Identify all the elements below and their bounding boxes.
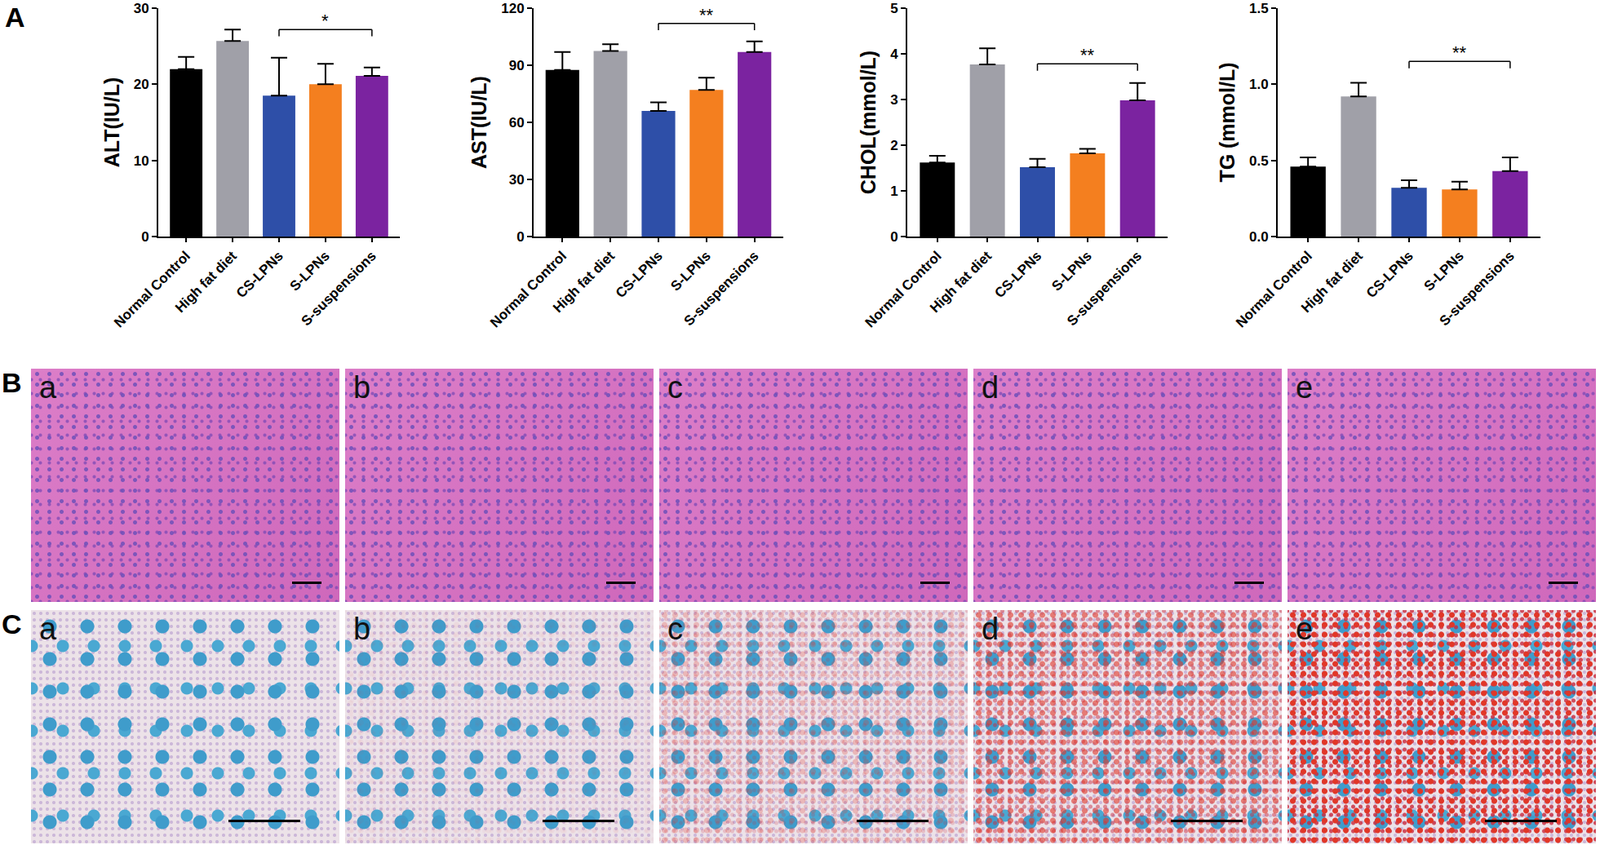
svg-text:0: 0 (141, 229, 149, 245)
svg-text:AST(IU/L): AST(IU/L) (467, 75, 491, 169)
svg-text:4: 4 (890, 46, 899, 63)
svg-text:30: 30 (133, 0, 150, 17)
svg-text:Normal Control: Normal Control (487, 248, 570, 331)
svg-text:**: ** (1452, 42, 1468, 63)
svg-text:5: 5 (890, 0, 898, 17)
html-text:a: a (39, 611, 57, 647)
svg-text:Normal Control: Normal Control (1232, 248, 1316, 331)
svg-text:ALT(IU/L): ALT(IU/L) (100, 77, 124, 169)
svg-text:20: 20 (133, 76, 150, 93)
svg-text:S-LPNs: S-LPNs (1421, 248, 1468, 294)
svg-text:S-suspensions: S-suspensions (1436, 248, 1518, 329)
html-text:d: d (981, 370, 999, 405)
html-text:a: a (39, 370, 57, 405)
svg-text:90: 90 (509, 57, 525, 74)
svg-text:1.5: 1.5 (1249, 0, 1269, 17)
svg-text:2: 2 (890, 137, 898, 154)
html-text:c: c (667, 611, 683, 647)
html-text:C: C (1, 608, 22, 640)
svg-text:0.0: 0.0 (1249, 229, 1269, 245)
svg-text:High fat diet: High fat diet (172, 248, 240, 316)
html-text:B: B (1, 367, 22, 399)
svg-text:0: 0 (516, 229, 524, 245)
svg-text:120: 120 (500, 0, 524, 17)
svg-text:10: 10 (133, 153, 150, 169)
svg-text:0: 0 (890, 229, 898, 245)
svg-text:S-LPNs: S-LPNs (287, 248, 333, 294)
svg-text:*: * (321, 10, 329, 32)
svg-text:CHOL(mmol/L): CHOL(mmol/L) (856, 50, 880, 195)
svg-text:S-LPNs: S-LPNs (667, 248, 714, 294)
svg-text:A: A (4, 1, 26, 33)
svg-text:High fat diet: High fat diet (926, 248, 995, 316)
svg-text:**: ** (1080, 44, 1095, 66)
svg-text:CS-LPNs: CS-LPNs (612, 248, 666, 302)
svg-text:TG (mmol/L): TG (mmol/L) (1215, 62, 1239, 182)
svg-text:High fat diet: High fat diet (549, 248, 618, 316)
svg-text:S-suspensions: S-suspensions (1063, 248, 1145, 329)
html-text:e: e (1295, 611, 1313, 647)
svg-text:0.5: 0.5 (1249, 153, 1269, 169)
svg-text:CS-LPNs: CS-LPNs (233, 248, 287, 302)
html-text:b: b (353, 611, 371, 647)
svg-text:**: ** (699, 4, 714, 26)
svg-text:1: 1 (890, 183, 898, 200)
svg-text:1.0: 1.0 (1249, 76, 1269, 93)
svg-text:30: 30 (509, 172, 525, 188)
html-text:c: c (667, 370, 683, 405)
svg-text:S-suspensions: S-suspensions (681, 248, 763, 329)
svg-text:CS-LPNs: CS-LPNs (991, 248, 1045, 302)
svg-text:CS-LPNs: CS-LPNs (1363, 248, 1417, 302)
html-text:d: d (981, 611, 999, 647)
svg-text:S-LPNs: S-LPNs (1048, 248, 1095, 294)
svg-text:Normal Control: Normal Control (862, 248, 945, 331)
svg-text:High fat diet: High fat diet (1298, 248, 1366, 316)
svg-text:Normal Control: Normal Control (110, 248, 194, 331)
html-text:b: b (353, 370, 371, 405)
html-text:e: e (1295, 370, 1313, 405)
svg-text:S-suspensions: S-suspensions (298, 248, 380, 329)
svg-text:60: 60 (509, 115, 525, 131)
svg-text:3: 3 (890, 92, 898, 108)
